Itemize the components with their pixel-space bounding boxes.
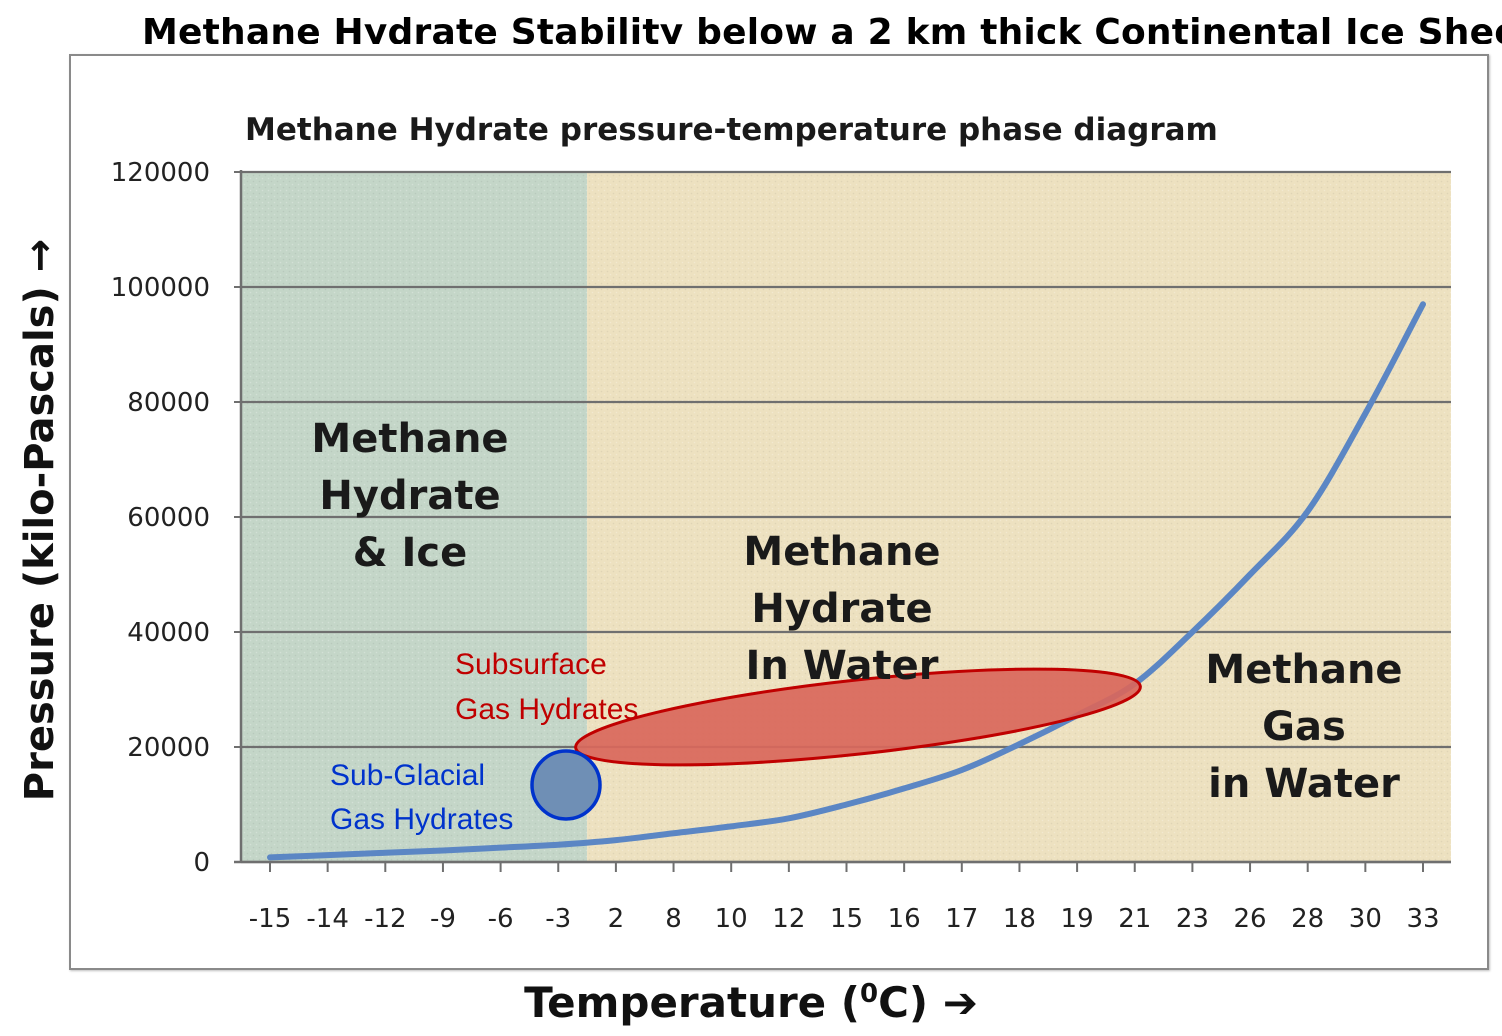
y-axis-title: Pressure (kilo-Pascals) → [17,238,63,802]
region-label-hydrate-water-line-0: Methane [743,529,940,575]
x-tick-label-18: 28 [1291,904,1324,934]
x-tick-label-15: 21 [1118,904,1151,934]
subsurface-hydrates-ellipse [574,667,1142,767]
x-tick-label-10: 15 [830,904,863,934]
chart-title: Methane Hydrate pressure-temperature pha… [245,112,1218,148]
x-tick-label-1: -14 [306,904,348,934]
x-tick-label-14: 19 [1061,904,1094,934]
x-tick-label-5: -3 [545,904,571,934]
page-title-text: Methane Hydrate Stability below a 2 km t… [142,12,1502,44]
x-tick-label-7: 8 [665,904,682,934]
y-tick-label-2: 40000 [127,618,210,648]
x-tick-label-6: 2 [608,904,625,934]
region-label-gas-water-line-1: Gas [1262,704,1346,750]
y-tick-label-3: 60000 [127,503,210,533]
series-line-0 [267,301,1426,861]
x-tick-label-12: 17 [945,904,978,934]
region-label-hydrate-water-line-1: Hydrate [751,586,932,632]
subglacial-label-line-0: Sub-Glacial [330,759,485,792]
x-tick-label-20: 33 [1406,904,1439,934]
x-axis-title-suffix: C) ➔ [878,978,978,1027]
x-tick-label-13: 18 [1003,904,1036,934]
x-tick-label-11: 16 [888,904,921,934]
region-label-hydrate-water-line-2: In Water [746,643,939,689]
x-tick-label-8: 10 [715,904,748,934]
subglacial-label-line-1: Gas Hydrates [330,803,513,836]
region-label-hydrate-ice-line-1: Hydrate [319,473,500,519]
y-tick-label-4: 80000 [127,388,210,418]
region-label-gas-water-line-0: Methane [1205,647,1402,693]
x-tick-label-3: -9 [430,904,456,934]
y-tick-label-6: 120000 [111,158,210,188]
subsurface-label-line-0: Subsurface [455,648,607,681]
x-tick-label-0: -15 [249,904,291,934]
region-label-gas-water-line-2: in Water [1208,761,1400,807]
subsurface-label-line-1: Gas Hydrates [455,693,638,726]
x-tick-label-9: 12 [772,904,805,934]
region-label-hydrate-ice-line-0: Methane [311,416,508,462]
x-axis-title-text: Temperature ( [524,978,860,1027]
x-axis-title-sup: 0 [859,979,879,1009]
y-tick-label-5: 100000 [111,273,210,303]
x-axis-title: Temperature (0C) ➔ [0,978,1502,1027]
page-title: Methane Hydrate Stability below a 2 km t… [0,0,1502,44]
x-tick-label-2: -12 [364,904,406,934]
y-tick-label-1: 20000 [127,733,210,763]
x-tick-label-16: 23 [1176,904,1209,934]
region-label-hydrate-ice-line-2: & Ice [353,530,468,576]
subglacial-hydrates-circle [530,749,602,821]
x-tick-label-17: 26 [1234,904,1267,934]
y-tick-label-0: 0 [193,848,210,878]
x-tick-label-4: -6 [488,904,514,934]
x-tick-label-19: 30 [1349,904,1382,934]
